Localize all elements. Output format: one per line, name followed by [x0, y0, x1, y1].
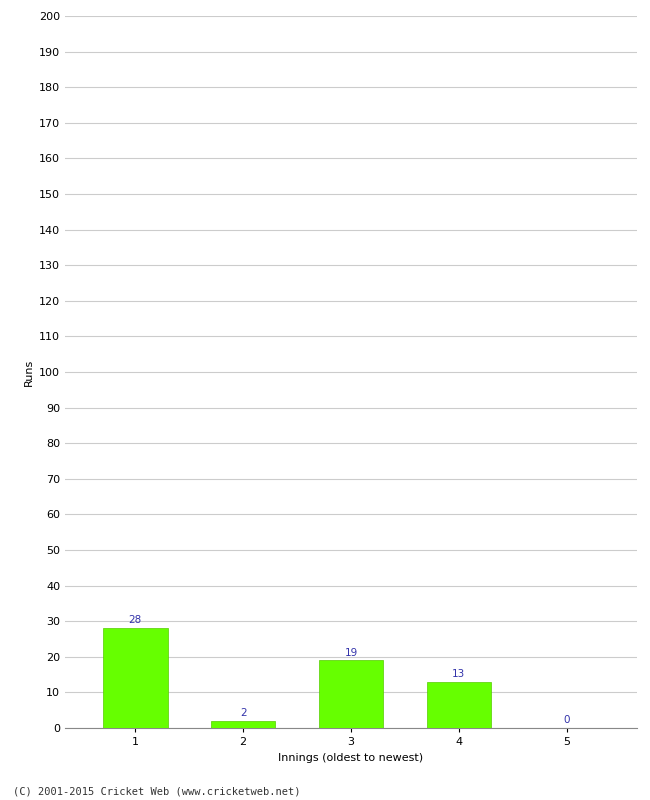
Text: 2: 2 — [240, 708, 246, 718]
Bar — [426, 682, 491, 728]
X-axis label: Innings (oldest to newest): Innings (oldest to newest) — [278, 753, 424, 762]
Y-axis label: Runs: Runs — [23, 358, 33, 386]
Bar — [318, 660, 384, 728]
Text: 28: 28 — [129, 615, 142, 626]
Bar — [103, 628, 168, 728]
Text: 0: 0 — [564, 715, 570, 725]
Text: (C) 2001-2015 Cricket Web (www.cricketweb.net): (C) 2001-2015 Cricket Web (www.cricketwe… — [13, 786, 300, 796]
Bar — [211, 721, 276, 728]
Text: 19: 19 — [344, 647, 358, 658]
Text: 13: 13 — [452, 669, 465, 679]
